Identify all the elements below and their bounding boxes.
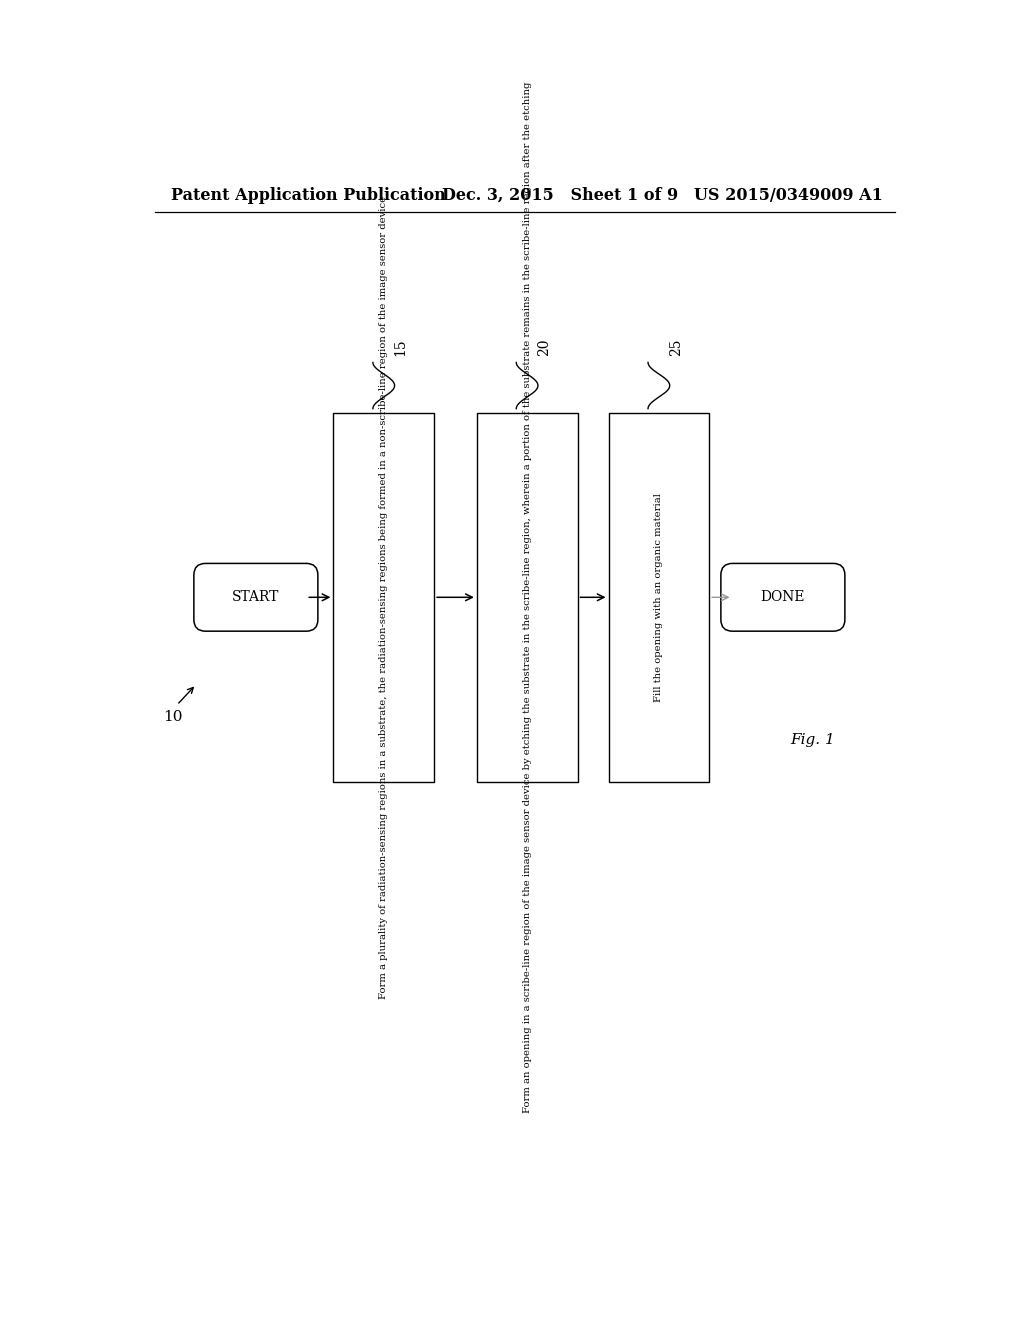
Bar	[477, 413, 578, 781]
Text: 20: 20	[538, 339, 551, 356]
Text: 15: 15	[394, 339, 408, 356]
Text: Form a plurality of radiation-sensing regions in a substrate, the radiation-sens: Form a plurality of radiation-sensing re…	[379, 195, 388, 999]
Bar	[608, 413, 710, 781]
Text: 25: 25	[669, 339, 683, 356]
Text: Form an opening in a scribe-line region of the image sensor device by etching th: Form an opening in a scribe-line region …	[522, 82, 531, 1113]
Text: START: START	[232, 590, 280, 605]
Text: Fig. 1: Fig. 1	[791, 733, 836, 747]
FancyBboxPatch shape	[721, 564, 845, 631]
Text: 10: 10	[163, 710, 182, 723]
Bar	[334, 413, 434, 781]
Text: Dec. 3, 2015   Sheet 1 of 9: Dec. 3, 2015 Sheet 1 of 9	[442, 187, 678, 203]
Text: US 2015/0349009 A1: US 2015/0349009 A1	[693, 187, 883, 203]
Text: Fill the opening with an organic material: Fill the opening with an organic materia…	[654, 492, 664, 702]
FancyBboxPatch shape	[194, 564, 317, 631]
Text: DONE: DONE	[761, 590, 805, 605]
Text: Patent Application Publication: Patent Application Publication	[171, 187, 445, 203]
